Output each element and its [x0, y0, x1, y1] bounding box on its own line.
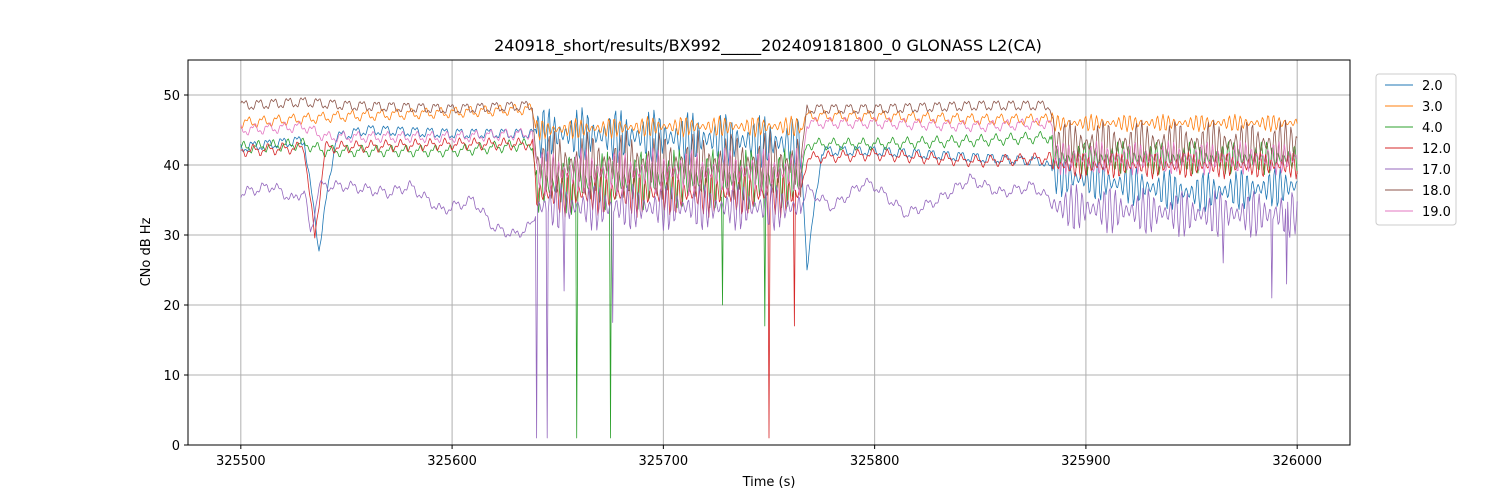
- series-line-2.0: [240, 107, 1298, 271]
- x-tick-label: 325600: [427, 454, 477, 469]
- x-tick-label: 326000: [1272, 454, 1322, 469]
- legend-label: 2.0: [1422, 79, 1443, 94]
- legend-label: 17.0: [1422, 163, 1451, 178]
- x-tick-label: 325800: [850, 454, 900, 469]
- x-tick-label: 325700: [639, 454, 689, 469]
- chart-title: 240918_short/results/BX992_____202409181…: [494, 36, 1042, 56]
- series-line-17.0: [240, 173, 1298, 439]
- legend-label: 4.0: [1422, 121, 1443, 136]
- legend-label: 18.0: [1422, 184, 1451, 199]
- legend-label: 3.0: [1422, 100, 1443, 115]
- axis-ticks: 325500 325600 325700 325800 325900 326000 0 10 2…: [163, 89, 1322, 469]
- series-line-19.0: [240, 116, 1298, 197]
- y-axis-label: CNo dB Hz: [139, 217, 154, 286]
- series-line-3.0: [240, 103, 1298, 141]
- legend: 2.0 3.0 4.0 12.0 17.0 18.0 19.0: [1375, 73, 1457, 226]
- legend-label: 19.0: [1422, 205, 1451, 220]
- y-tick-label: 30: [163, 229, 180, 244]
- y-tick-label: 20: [163, 299, 180, 314]
- y-tick-label: 0: [172, 439, 180, 454]
- plot-series: [240, 97, 1298, 439]
- y-tick-label: 50: [163, 89, 180, 104]
- x-tick-label: 325500: [216, 454, 266, 469]
- plot-frame: [187, 59, 1351, 446]
- legend-label: 12.0: [1422, 142, 1451, 157]
- y-tick-label: 10: [163, 369, 180, 384]
- x-tick-label: 325900: [1061, 454, 1111, 469]
- series-line-12.0: [240, 137, 1298, 439]
- series-line-4.0: [240, 130, 1298, 439]
- x-axis-label: Time (s): [742, 475, 796, 490]
- y-tick-label: 40: [163, 159, 180, 174]
- legend-box: [1375, 73, 1457, 226]
